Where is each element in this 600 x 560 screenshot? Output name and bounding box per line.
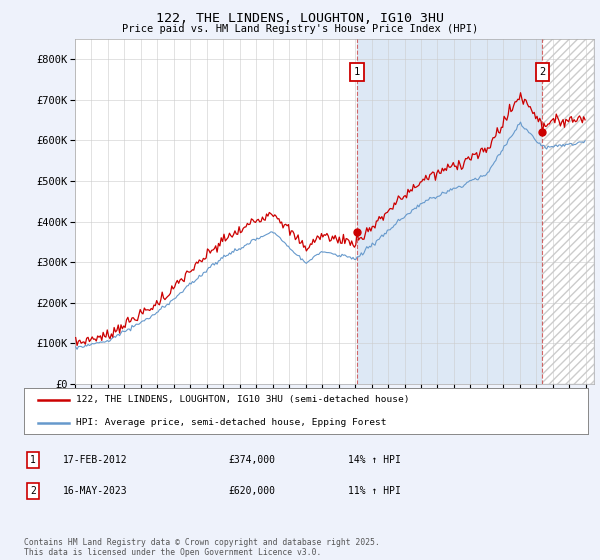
- Text: 122, THE LINDENS, LOUGHTON, IG10 3HU: 122, THE LINDENS, LOUGHTON, IG10 3HU: [156, 12, 444, 25]
- Text: £374,000: £374,000: [228, 455, 275, 465]
- Text: HPI: Average price, semi-detached house, Epping Forest: HPI: Average price, semi-detached house,…: [76, 418, 386, 427]
- Text: 122, THE LINDENS, LOUGHTON, IG10 3HU (semi-detached house): 122, THE LINDENS, LOUGHTON, IG10 3HU (se…: [76, 395, 409, 404]
- Text: 1: 1: [354, 67, 360, 77]
- Text: 2: 2: [539, 67, 545, 77]
- Text: Price paid vs. HM Land Registry's House Price Index (HPI): Price paid vs. HM Land Registry's House …: [122, 24, 478, 34]
- Text: 2: 2: [30, 486, 36, 496]
- Text: 1: 1: [30, 455, 36, 465]
- Bar: [357, 39, 542, 384]
- Text: £620,000: £620,000: [228, 486, 275, 496]
- Text: 17-FEB-2012: 17-FEB-2012: [63, 455, 128, 465]
- Text: 16-MAY-2023: 16-MAY-2023: [63, 486, 128, 496]
- Text: 11% ↑ HPI: 11% ↑ HPI: [348, 486, 401, 496]
- Text: 14% ↑ HPI: 14% ↑ HPI: [348, 455, 401, 465]
- Bar: [542, 39, 594, 384]
- Text: Contains HM Land Registry data © Crown copyright and database right 2025.
This d: Contains HM Land Registry data © Crown c…: [24, 538, 380, 557]
